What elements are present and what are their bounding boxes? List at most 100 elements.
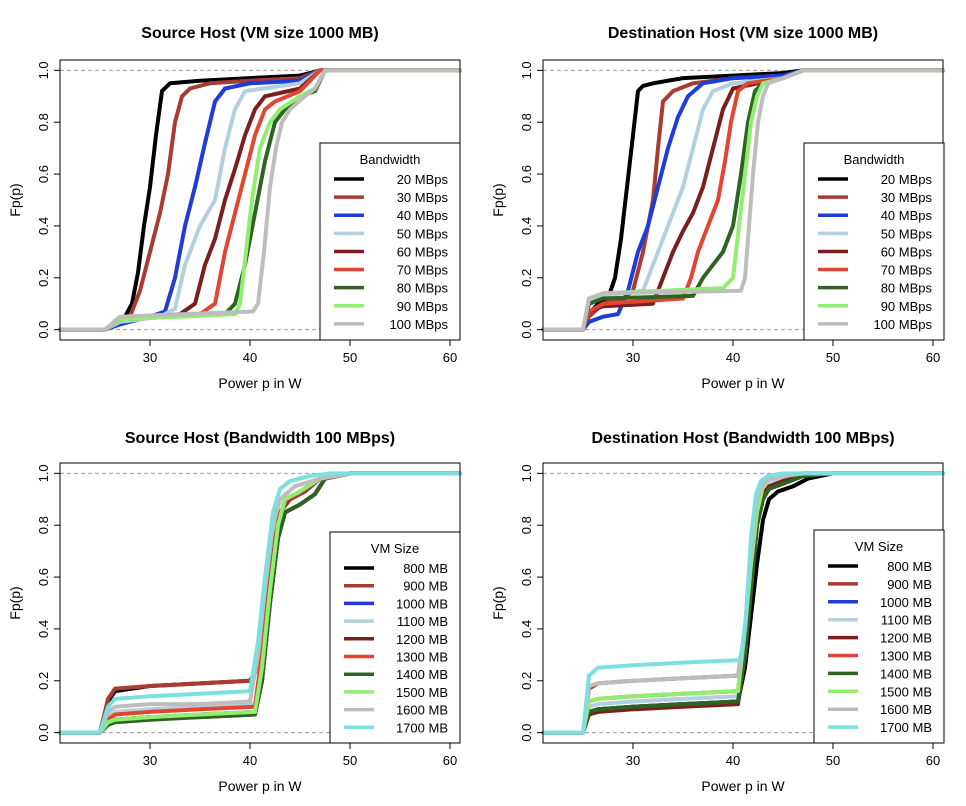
legend-label-4: 1100 MB xyxy=(397,614,448,629)
x-tick-label: 60 xyxy=(926,753,940,768)
x-tick-label: 60 xyxy=(926,350,940,365)
x-axis-label: Power p in W xyxy=(701,778,785,794)
legend-label-10: 1700 MB xyxy=(396,720,448,735)
x-axis: 30 40 50 60 xyxy=(143,340,457,365)
y-tick-label: 0.8 xyxy=(519,113,534,131)
chart-title: Source Host (Bandwidth 100 MBps) xyxy=(125,430,395,447)
chart-panel-2: Destination Host (VM size 1000 MB) 30 40 50… xyxy=(490,25,945,391)
chart-title: Destination Host (Bandwidth 100 MBps) xyxy=(591,430,894,447)
legend-label-8: 90 MBps xyxy=(881,299,933,314)
series-line-10 xyxy=(58,471,462,735)
legend-label-6: 70 MBps xyxy=(397,263,449,278)
legend-label-4: 1100 MB xyxy=(881,613,932,628)
legend-title: Bandwidth xyxy=(360,152,421,167)
y-tick-label: 0.4 xyxy=(519,217,534,235)
y-axis-label: Fp(p) xyxy=(490,586,506,619)
y-tick-label: 0.2 xyxy=(519,269,534,287)
x-tick-label: 50 xyxy=(343,350,357,365)
y-axis: 0.0 0.2 0.4 0.6 0.8 1.0 xyxy=(519,464,543,742)
x-tick-label: 60 xyxy=(443,350,457,365)
legend-label-2: 900 MB xyxy=(887,577,932,592)
x-axis-label: Power p in W xyxy=(218,778,302,794)
legend-title: VM Size xyxy=(371,541,419,556)
legend-label-3: 40 MBps xyxy=(881,208,933,223)
x-axis: 30 40 50 60 xyxy=(626,743,940,768)
y-tick-label: 0.8 xyxy=(519,516,534,534)
y-tick-label: 0.8 xyxy=(36,113,51,131)
chart-panel-4: Destination Host (Bandwidth 100 MBps) 30 4… xyxy=(490,430,945,794)
legend-label-7: 80 MBps xyxy=(881,281,933,296)
legend-label-10: 1700 MB xyxy=(880,720,932,735)
series-group xyxy=(58,68,462,332)
x-tick-label: 30 xyxy=(626,350,640,365)
x-axis-label: Power p in W xyxy=(218,375,302,391)
x-tick-label: 50 xyxy=(826,350,840,365)
legend-label-9: 1600 MB xyxy=(880,702,932,717)
legend-label-1: 20 MBps xyxy=(397,172,449,187)
legend-label-6: 1300 MB xyxy=(880,649,932,664)
chart-title: Destination Host (VM size 1000 MB) xyxy=(608,25,878,42)
legend-label-5: 60 MBps xyxy=(881,244,933,259)
legend-label-4: 50 MBps xyxy=(881,226,933,241)
y-tick-label: 0.0 xyxy=(519,321,534,339)
legend-label-9: 100 MBps xyxy=(389,317,448,332)
legend-label-1: 800 MB xyxy=(403,561,448,576)
legend-label-6: 70 MBps xyxy=(881,263,933,278)
legend-label-1: 20 MBps xyxy=(881,172,933,187)
y-axis: 0.0 0.2 0.4 0.6 0.8 1.0 xyxy=(519,61,543,339)
series-line-10 xyxy=(541,471,945,735)
legend-label-5: 60 MBps xyxy=(397,244,449,259)
y-tick-label: 0.4 xyxy=(36,217,51,235)
x-tick-label: 50 xyxy=(826,753,840,768)
y-tick-label: 0.6 xyxy=(36,165,51,183)
series-line-9 xyxy=(58,471,462,735)
series-line-7 xyxy=(541,471,945,735)
legend-label-8: 1500 MB xyxy=(880,684,932,699)
chart-panel-3: Source Host (Bandwidth 100 MBps) 30 40 50 60… xyxy=(7,430,462,794)
legend-label-7: 1400 MB xyxy=(396,667,448,682)
y-tick-label: 0.4 xyxy=(36,620,51,638)
y-tick-label: 1.0 xyxy=(519,464,534,482)
legend: VM Size 800 MB 900 MB 1000 MB 1100 MB 1200 MB… xyxy=(813,529,945,744)
legend-label-2: 900 MB xyxy=(403,579,448,594)
x-axis: 30 40 50 60 xyxy=(143,743,457,768)
legend-label-9: 1600 MB xyxy=(396,703,448,718)
legend-label-7: 1400 MB xyxy=(880,666,932,681)
x-tick-label: 40 xyxy=(726,350,740,365)
y-tick-label: 0.2 xyxy=(36,269,51,287)
y-tick-label: 0.2 xyxy=(519,672,534,690)
y-tick-label: 0.0 xyxy=(519,724,534,742)
y-tick-label: 0.2 xyxy=(36,672,51,690)
legend-label-6: 1300 MB xyxy=(396,650,448,665)
legend-label-9: 100 MBps xyxy=(873,317,932,332)
legend: Bandwidth 20 MBps 30 MBps 40 MBps 50 MBps 60 … xyxy=(803,142,945,341)
series-line-8 xyxy=(58,471,462,735)
x-tick-label: 30 xyxy=(626,753,640,768)
x-tick-label: 30 xyxy=(143,753,157,768)
legend-label-5: 1200 MB xyxy=(880,631,932,646)
series-line-9 xyxy=(58,68,462,332)
y-tick-label: 1.0 xyxy=(519,61,534,79)
legend-label-7: 80 MBps xyxy=(397,281,449,296)
legend: Bandwidth 20 MBps 30 MBps 40 MBps 50 MBps 60 … xyxy=(319,142,461,341)
legend-label-2: 30 MBps xyxy=(881,190,933,205)
legend-label-3: 40 MBps xyxy=(397,208,449,223)
x-tick-label: 60 xyxy=(443,753,457,768)
y-tick-label: 0.6 xyxy=(36,568,51,586)
x-axis: 30 40 50 60 xyxy=(626,340,940,365)
x-tick-label: 50 xyxy=(343,753,357,768)
series-group xyxy=(541,68,945,332)
legend-title: VM Size xyxy=(855,539,903,554)
x-tick-label: 40 xyxy=(243,753,257,768)
legend-label-2: 30 MBps xyxy=(397,190,449,205)
legend-label-3: 1000 MB xyxy=(880,595,932,610)
legend-label-5: 1200 MB xyxy=(396,632,448,647)
y-tick-label: 0.8 xyxy=(36,516,51,534)
legend-label-4: 50 MBps xyxy=(397,226,449,241)
y-axis: 0.0 0.2 0.4 0.6 0.8 1.0 xyxy=(36,61,60,339)
y-axis-label: Fp(p) xyxy=(7,586,23,619)
y-axis-label: Fp(p) xyxy=(490,183,506,216)
legend-label-1: 800 MB xyxy=(887,559,932,574)
y-tick-label: 1.0 xyxy=(36,464,51,482)
